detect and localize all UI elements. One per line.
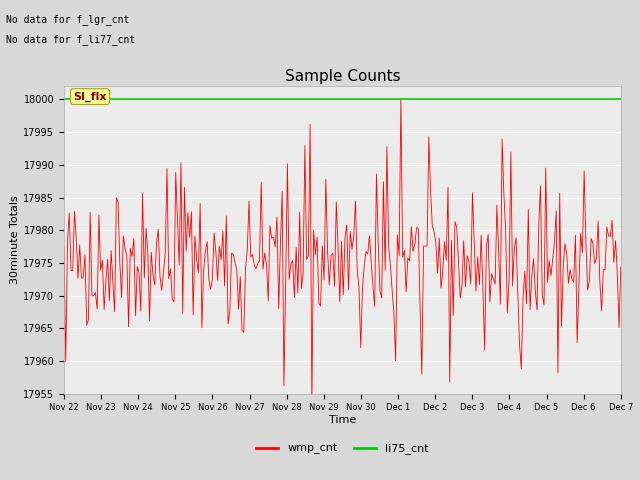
li75_cnt [617, 96, 625, 102]
li75_cnt [140, 96, 148, 102]
Line: wmp_cnt: wmp_cnt [64, 99, 621, 405]
Text: SI_flx: SI_flx [73, 92, 107, 102]
wmp_cnt [397, 96, 404, 102]
wmp_cnt [617, 264, 625, 270]
li75_cnt [348, 96, 356, 102]
Text: No data for f_li77_cnt: No data for f_li77_cnt [6, 34, 136, 45]
li75_cnt [460, 96, 468, 102]
li75_cnt [453, 96, 461, 102]
wmp_cnt [60, 244, 68, 250]
wmp_cnt [456, 295, 464, 301]
X-axis label: Time: Time [329, 415, 356, 425]
Text: No data for f_lgr_cnt: No data for f_lgr_cnt [6, 14, 130, 25]
wmp_cnt [350, 233, 358, 239]
wmp_cnt [308, 402, 316, 408]
li75_cnt [60, 96, 68, 102]
wmp_cnt [140, 275, 148, 281]
li75_cnt [549, 96, 557, 102]
wmp_cnt [552, 208, 560, 214]
Y-axis label: 30minute Totals: 30minute Totals [10, 196, 20, 284]
Legend: wmp_cnt, li75_cnt: wmp_cnt, li75_cnt [252, 439, 433, 459]
Title: Sample Counts: Sample Counts [285, 69, 400, 84]
li75_cnt [518, 96, 525, 102]
wmp_cnt [463, 253, 471, 259]
wmp_cnt [521, 268, 529, 274]
